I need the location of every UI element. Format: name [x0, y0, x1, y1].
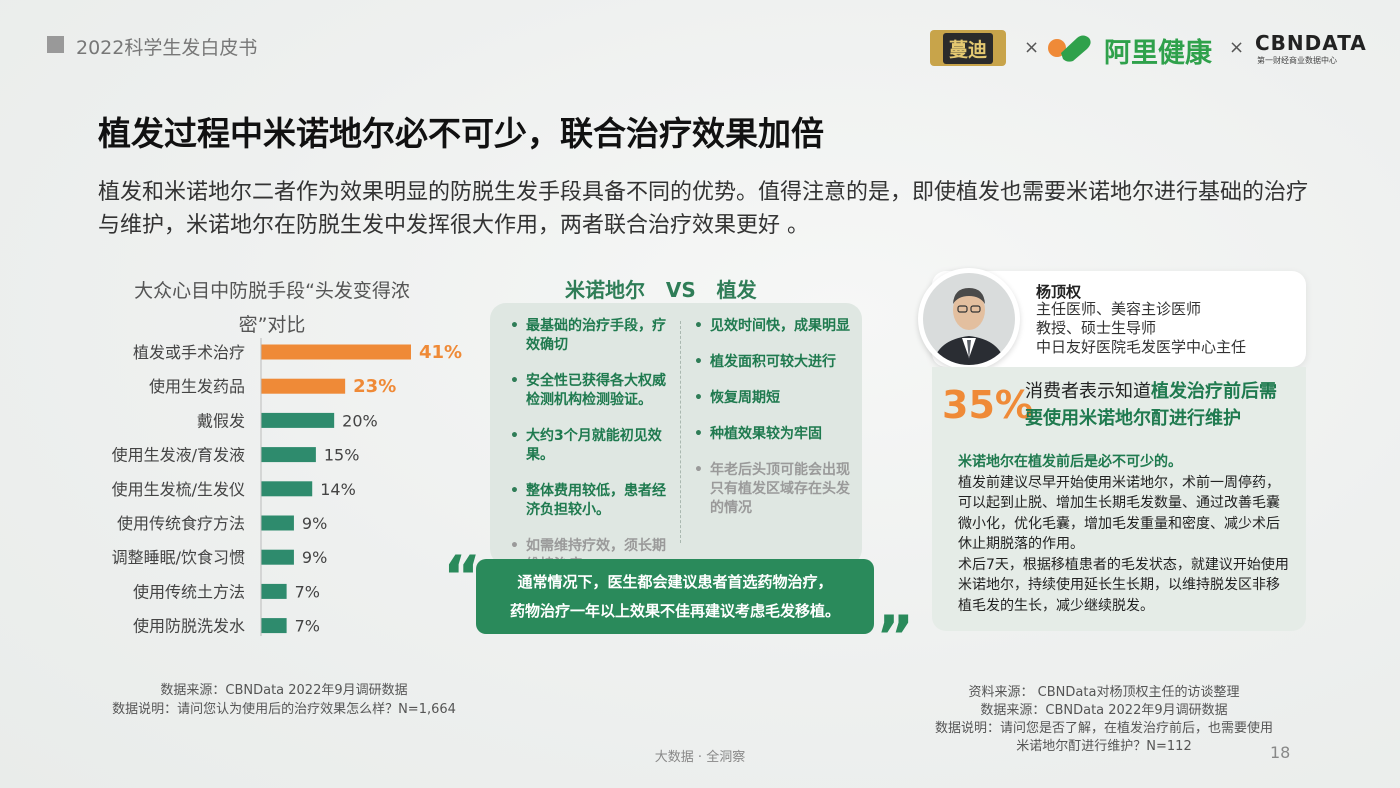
list-item: 年老后头顶可能会出现只有植发区域存在头发的情况: [690, 461, 850, 518]
category-label: 使用传统土方法: [133, 582, 245, 601]
source-right-line-2: 数据来源：CBNData 2022年9月调研数据: [980, 703, 1228, 718]
expert-opinion-box: [932, 367, 1306, 631]
cbndata-logo-subtitle: 第一财经商业数据中心: [1257, 56, 1337, 65]
open-quote-icon: “: [443, 543, 482, 611]
category-label: 使用生发梳/生发仪: [112, 480, 245, 499]
stat-pre: 消费者表示知道: [1025, 381, 1151, 402]
comparison-title: 米诺地尔 VS 植发: [565, 274, 757, 303]
bar: [261, 618, 287, 634]
chart-title-line-1: 大众心目中防脱手段“头发变得浓: [134, 280, 410, 302]
stat-highlight-1: 植发治疗前后需: [1151, 381, 1277, 402]
footer-slogan: 大数据 · 全洞察: [654, 750, 746, 765]
value-label: 20%: [342, 411, 378, 430]
category-label: 使用生发液/育发液: [112, 446, 245, 465]
value-label: 9%: [302, 514, 327, 533]
list-item: 安全性已获得各大权威检测机构检测验证。: [506, 372, 666, 410]
page-title: 植发过程中米诺地尔必不可少，联合治疗效果加倍: [98, 114, 824, 153]
column-divider: [680, 321, 681, 543]
category-label: 使用生发药品: [149, 377, 245, 396]
quote-box: 通常情况下，医生都会建议患者首选药物治疗， 药物治疗一年以上效果不佳再建议考虑毛…: [476, 559, 874, 634]
value-label: 15%: [324, 446, 360, 465]
doctor-role-3: 中日友好医院毛发医学中心主任: [1036, 338, 1247, 356]
doctor-role-2: 教授、硕士生导师: [1036, 319, 1157, 337]
doctor-roles: 主任医师、美容主诊医师 教授、硕士生导师 中日友好医院毛发医学中心主任: [1036, 300, 1246, 357]
source-right-line-4: 米诺地尔酊进行维护？N=112: [1016, 739, 1192, 754]
doctor-avatar: [918, 268, 1020, 370]
category-label: 植发或手术治疗: [133, 343, 245, 362]
ali-health-logo-icon: [1048, 35, 1091, 62]
intro-paragraph: 植发和米诺地尔二者作为效果明显的防脱生发手段具备不同的优势。值得注意的是，即使植…: [98, 180, 1309, 238]
list-item: 见效时间快，成果明显: [690, 317, 850, 336]
bar: [261, 447, 316, 463]
source-left-line-1: 数据来源：CBNData 2022年9月调研数据: [160, 683, 408, 698]
source-note-right: 资料来源： CBNData对杨顶权主任的访谈整理 数据来源：CBNData 20…: [920, 684, 1288, 756]
value-label: 14%: [320, 480, 356, 499]
stat-text: 消费者表示知道植发治疗前后需 要使用米诺地尔酊进行维护: [1025, 378, 1297, 432]
quote-line-1: 通常情况下，医生都会建议患者首选药物治疗，: [517, 572, 833, 591]
bar: [261, 549, 294, 565]
list-item: 最基础的治疗手段，疗效确切: [506, 317, 666, 355]
source-left-line-2: 数据说明：请问您认为使用后的治疗效果怎么样？N=1,664: [112, 702, 456, 717]
bar: [261, 344, 411, 360]
bar: [261, 515, 294, 531]
bar: [261, 583, 287, 599]
chart-title-line-2: 密”对比: [238, 314, 306, 336]
value-label: 23%: [353, 376, 396, 397]
ali-health-logo-text: 阿里健康: [1104, 38, 1212, 69]
bar: [261, 412, 335, 428]
comparison-vs: VS: [665, 278, 696, 302]
value-label: 7%: [295, 582, 320, 601]
stat-percentage: 35%: [942, 383, 1033, 427]
bar-chart: 植发或手术治疗 41% 使用生发药品 23% 戴假发 20% 使用生发液/育发液 15% 使用生…: [112, 338, 462, 636]
bar: [261, 378, 346, 394]
page-number: 18: [1270, 743, 1291, 762]
mandi-logo-text: 蔓迪: [942, 32, 993, 64]
expert-body-p1: 植发前建议尽早开始使用米诺地尔，术前一周停药，可以起到止脱、增加生长期毛发数量、…: [958, 474, 1280, 553]
doctor-name: 杨顶权: [1036, 283, 1082, 301]
value-label: 41%: [419, 342, 462, 363]
document-title: 2022科学生发白皮书: [76, 37, 258, 59]
chart-title: 大众心目中防脱手段“头发变得浓 密”对比: [112, 274, 432, 342]
times-sign-1: ×: [1024, 37, 1040, 58]
list-item: 整体费用较低，患者经济负担较小。: [506, 482, 666, 520]
comparison-box: 最基础的治疗手段，疗效确切 安全性已获得各大权威检测机构检测验证。 大约3个月就…: [490, 303, 862, 573]
source-note-left: 数据来源：CBNData 2022年9月调研数据 数据说明：请问您认为使用后的治…: [110, 681, 458, 719]
expert-body-highlight: 米诺地尔在植发前后是必不可少的。: [958, 454, 1182, 470]
category-label: 调整睡眠/饮食习惯: [112, 548, 245, 567]
transplant-column: 见效时间快，成果明显 植发面积可较大进行 恢复周期短 种植效果较为牢固 年老后头…: [690, 317, 850, 535]
list-item: 大约3个月就能初见效果。: [506, 427, 666, 465]
times-sign-2: ×: [1229, 37, 1245, 58]
comparison-left-title: 米诺地尔: [565, 278, 645, 302]
category-label: 使用传统食疗方法: [117, 514, 245, 533]
bar: [261, 481, 313, 497]
list-item: 植发面积可较大进行: [690, 353, 850, 372]
doctor-role-1: 主任医师、美容主诊医师: [1036, 300, 1202, 318]
value-label: 7%: [295, 617, 320, 636]
stat-highlight-2: 要使用米诺地尔酊进行维护: [1025, 408, 1241, 429]
source-right-line-1: 资料来源： CBNData对杨顶权主任的访谈整理: [968, 685, 1240, 700]
comparison-right-title: 植发: [716, 278, 757, 302]
list-item: 恢复周期短: [690, 389, 850, 408]
cbndata-logo-text: CBNDATA: [1255, 31, 1367, 55]
value-label: 9%: [302, 548, 327, 567]
header-square-icon: [47, 36, 64, 53]
quote-line-2: 药物治疗一年以上效果不佳再建议考虑毛发移植。: [509, 601, 840, 620]
minoxidil-column: 最基础的治疗手段，疗效确切 安全性已获得各大权威检测机构检测验证。 大约3个月就…: [506, 317, 666, 592]
source-right-line-3: 数据说明：请问您是否了解，在植发治疗前后，也需要使用: [934, 721, 1273, 736]
expert-body: 米诺地尔在植发前后是必不可少的。 植发前建议尽早开始使用米诺地尔，术前一周停药，…: [958, 452, 1293, 616]
category-label: 使用防脱洗发水: [133, 617, 245, 636]
category-label: 戴假发: [197, 411, 245, 430]
expert-body-p2: 术后7天，根据移植患者的毛发状态，就建议开始使用米诺地尔，持续使用延长生长期，以…: [958, 556, 1289, 614]
list-item: 种植效果较为牢固: [690, 425, 850, 444]
mandi-logo: 蔓迪: [930, 30, 1006, 66]
close-quote-icon: ”: [876, 603, 915, 671]
